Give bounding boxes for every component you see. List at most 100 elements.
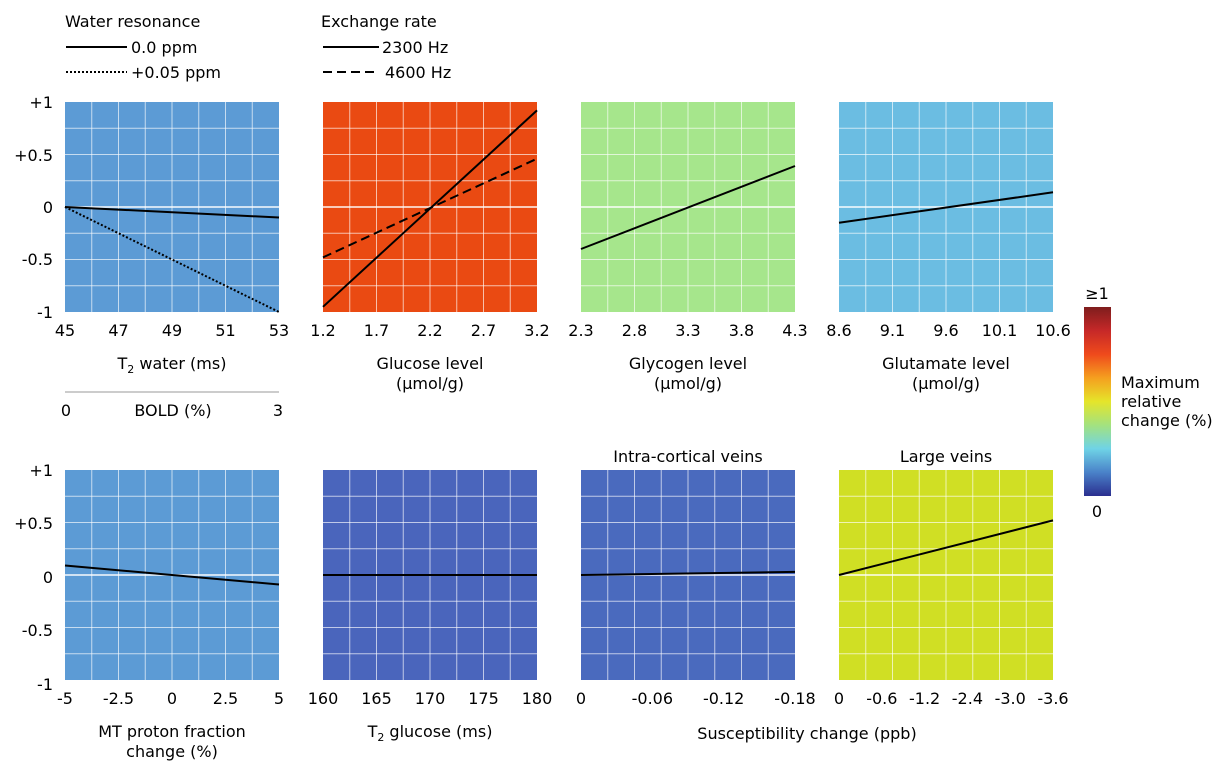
xtick-label: 2.5 — [213, 689, 238, 708]
chart-panel-1: 45 47 49 51 53 T2 water (ms) — [55, 102, 289, 376]
panel-title: Intra-cortical veins — [613, 447, 763, 466]
xtick-label: 49 — [162, 321, 182, 340]
legend-exchange-solid-label: 2300 Hz — [382, 38, 448, 57]
xtick-label: 9.6 — [933, 321, 958, 340]
xtick-label: 9.1 — [880, 321, 905, 340]
colorbar-gradient — [1084, 307, 1111, 496]
series-line-solid — [64, 206, 280, 219]
xtick-label: 1.2 — [310, 321, 335, 340]
chart-panel-2: 1.2 1.7 2.2 2.7 3.2 Glucose level(µmol/g) — [310, 102, 550, 393]
legend-exchange-dashed-label: 4600 Hz — [385, 63, 451, 82]
x-axis-label: MT proton fraction — [98, 722, 246, 741]
legend-water-title: Water resonance — [65, 12, 200, 31]
chart-panel-4: 8.6 9.1 9.6 10.1 10.6 Glutamate level(µmol/g) — [826, 102, 1071, 393]
ytick-label: 0 — [43, 198, 53, 217]
chart-panel-8: 0 -0.6 -1.2 -2.4 -3.0 -3.6 Large veins — [834, 447, 1069, 708]
legend-water-dotted-label: +0.05 ppm — [131, 63, 221, 82]
xtick-label: -2.5 — [103, 689, 134, 708]
series-line-solid — [580, 570, 796, 576]
xtick-label: 2.2 — [417, 321, 442, 340]
xtick-label: 170 — [415, 689, 446, 708]
xtick-label: 160 — [308, 689, 339, 708]
x-axis-label: T2 water (ms) — [117, 354, 227, 376]
ytick-label: -0.5 — [22, 250, 53, 269]
xtick-label: 4.3 — [782, 321, 807, 340]
panel-title: Large veins — [900, 447, 992, 466]
xtick-label: 3.2 — [524, 321, 549, 340]
shared-xlabel: Susceptibility change (ppb) — [697, 724, 916, 743]
ytick-label: +0.5 — [14, 146, 53, 165]
xtick-label: -3.0 — [995, 689, 1026, 708]
xtick-label: -0.6 — [866, 689, 897, 708]
bold-tick-label: 0 — [61, 401, 71, 420]
chart-panel-6: 160 165 170 175 180 T2 glucose (ms) — [308, 470, 553, 744]
xtick-label: 0 — [834, 689, 844, 708]
xtick-label: 10.6 — [1035, 321, 1071, 340]
ytick-label: +1 — [29, 93, 53, 112]
xtick-label: 3.3 — [675, 321, 700, 340]
series-line-solid — [580, 165, 796, 250]
bold-tick-label: 3 — [273, 401, 283, 420]
series-line-dashed — [322, 157, 538, 259]
xtick-label: -3.6 — [1037, 689, 1068, 708]
xtick-label: 10.1 — [982, 321, 1018, 340]
x-axis-label: T2 glucose (ms) — [367, 722, 493, 744]
bold-axis: 0 BOLD (%) 3 — [61, 391, 283, 420]
ytick-label: -0.5 — [22, 621, 53, 640]
series-line-solid — [838, 191, 1054, 224]
colorbar: ≥1 0 Maximum relative change (%) — [1084, 284, 1213, 521]
legend-exchange-rate: Exchange rate 2300 Hz 4600 Hz — [321, 12, 451, 82]
xtick-label: 175 — [468, 689, 499, 708]
xtick-label: 3.8 — [729, 321, 754, 340]
ytick-label: +1 — [29, 461, 53, 480]
xtick-label: 51 — [215, 321, 235, 340]
colorbar-top-label: ≥1 — [1085, 284, 1109, 303]
x-axis-label: Glucose level — [377, 354, 484, 373]
xtick-label: 2.8 — [622, 321, 647, 340]
xtick-label: 165 — [361, 689, 392, 708]
xtick-label: -0.12 — [703, 689, 744, 708]
x-axis-label: Glycogen level — [629, 354, 747, 373]
xtick-label: 5 — [274, 689, 284, 708]
y-axis-top: +1 +0.5 0 -0.5 -1 — [14, 93, 53, 322]
xtick-label: 47 — [108, 321, 128, 340]
series-line-solid — [838, 519, 1054, 576]
bold-axis-label: BOLD (%) — [134, 401, 211, 420]
xtick-label: 0 — [576, 689, 586, 708]
colorbar-bottom-label: 0 — [1092, 502, 1102, 521]
xtick-label: 1.7 — [364, 321, 389, 340]
xtick-label: -5 — [57, 689, 73, 708]
colorbar-title-line: relative — [1121, 392, 1181, 411]
xtick-label: 53 — [269, 321, 289, 340]
y-axis-bottom: +1 +0.5 0 -0.5 -1 — [14, 461, 53, 694]
xtick-label: 2.7 — [471, 321, 496, 340]
ytick-label: -1 — [37, 303, 53, 322]
xtick-label: 180 — [522, 689, 553, 708]
x-axis-label: (µmol/g) — [654, 374, 722, 393]
x-axis-label: change (%) — [126, 742, 218, 761]
legend-water-resonance: Water resonance 0.0 ppm +0.05 ppm — [65, 12, 221, 82]
xtick-label: 2.3 — [568, 321, 593, 340]
xtick-label: 0 — [167, 689, 177, 708]
ytick-label: +0.5 — [14, 514, 53, 533]
series-line-solid — [64, 564, 280, 586]
xtick-label: 8.6 — [826, 321, 851, 340]
xtick-label: -1.2 — [909, 689, 940, 708]
xtick-label: -0.06 — [632, 689, 673, 708]
colorbar-title-line: change (%) — [1121, 411, 1213, 430]
colorbar-title-line: Maximum — [1121, 373, 1200, 392]
legend-water-solid-label: 0.0 ppm — [131, 38, 197, 57]
chart-panel-3: 2.3 2.8 3.3 3.8 4.3 Glycogen level(µmol/g) — [568, 102, 808, 393]
x-axis-label: Glutamate level — [882, 354, 1010, 373]
chart-panel-7: 0 -0.06 -0.12 -0.18 Intra-cortical veins — [576, 447, 816, 708]
ytick-label: 0 — [43, 568, 53, 587]
xtick-label: -2.4 — [952, 689, 983, 708]
xtick-label: 45 — [55, 321, 75, 340]
x-axis-label: (µmol/g) — [912, 374, 980, 393]
ytick-label: -1 — [37, 675, 53, 694]
x-axis-label: (µmol/g) — [396, 374, 464, 393]
xtick-label: -0.18 — [774, 689, 815, 708]
